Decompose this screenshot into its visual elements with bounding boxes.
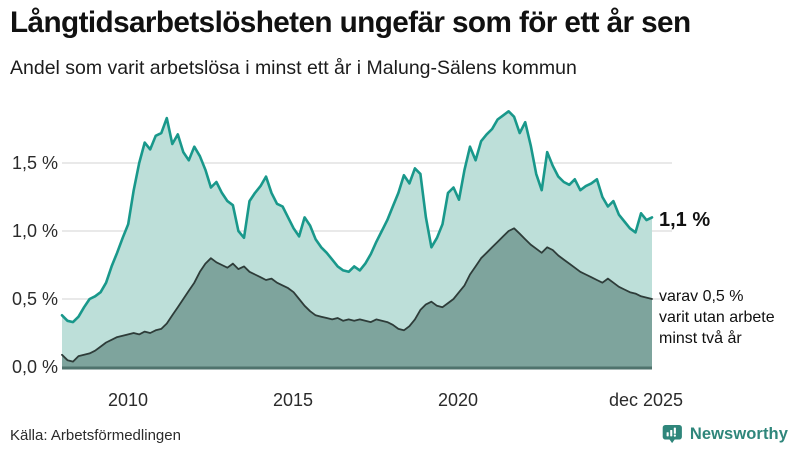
y-tick-10: 1,0 % — [11, 221, 58, 241]
page-title: Långtidsarbetslösheten ungefär som för e… — [10, 6, 691, 39]
x-tick-2010: 2010 — [107, 390, 149, 410]
source-credit: Källa: Arbetsförmedlingen — [10, 427, 181, 444]
two-year-annotation: varav 0,5 % varit utan arbete minst två … — [659, 286, 775, 349]
newsworthy-icon — [662, 425, 682, 444]
two-year-annotation-line1: varav 0,5 % — [659, 288, 744, 305]
two-year-annotation-line3: minst två år — [659, 330, 742, 347]
latest-value-label: 1,1 % — [659, 209, 711, 231]
brand-logo: Newsworthy — [662, 423, 788, 445]
brand-name: Newsworthy — [689, 424, 788, 443]
y-tick-05: 0,5 % — [11, 289, 58, 309]
two-year-annotation-line2: varit utan arbete — [659, 309, 775, 326]
page-subtitle: Andel som varit arbetslösa i minst ett å… — [10, 57, 577, 79]
y-tick-0: 0,0 % — [11, 357, 58, 377]
x-tick-2020: 2020 — [437, 390, 479, 410]
x-tick-dec-2025: dec 2025 — [608, 390, 684, 410]
y-tick-15: 1,5 % — [11, 153, 58, 173]
x-tick-2015: 2015 — [272, 390, 314, 410]
